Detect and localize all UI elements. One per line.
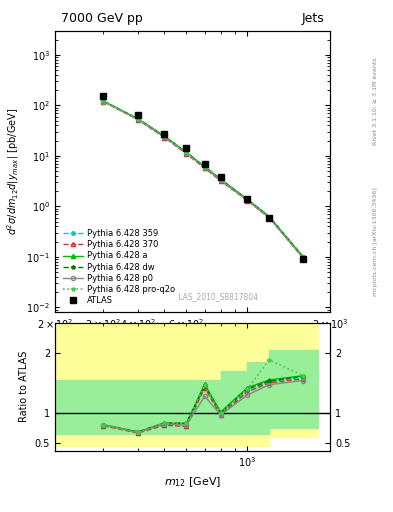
ATLAS: [162, 131, 167, 137]
Text: Jets: Jets: [302, 12, 325, 25]
Pythia 6.428 370: [245, 198, 250, 204]
Pythia 6.428 359: [101, 98, 106, 104]
ATLAS: [202, 161, 207, 167]
Pythia 6.428 359: [267, 214, 272, 220]
Pythia 6.428 pro-q2o: [162, 133, 167, 139]
Pythia 6.428 dw: [245, 196, 250, 202]
Line: Pythia 6.428 dw: Pythia 6.428 dw: [101, 99, 305, 259]
Pythia 6.428 370: [184, 151, 189, 157]
Pythia 6.428 a: [101, 98, 106, 104]
Legend: Pythia 6.428 359, Pythia 6.428 370, Pythia 6.428 a, Pythia 6.428 dw, Pythia 6.42: Pythia 6.428 359, Pythia 6.428 370, Pyth…: [59, 226, 178, 308]
Pythia 6.428 359: [218, 177, 223, 183]
Line: Pythia 6.428 370: Pythia 6.428 370: [101, 100, 305, 261]
Pythia 6.428 370: [101, 99, 106, 105]
Pythia 6.428 pro-q2o: [202, 164, 207, 170]
Pythia 6.428 pro-q2o: [301, 254, 306, 260]
Text: ATLAS_2010_S8817804: ATLAS_2010_S8817804: [170, 292, 259, 301]
Pythia 6.428 dw: [218, 176, 223, 182]
Y-axis label: Ratio to ATLAS: Ratio to ATLAS: [19, 351, 29, 422]
Pythia 6.428 370: [162, 135, 167, 141]
ATLAS: [267, 215, 272, 221]
Pythia 6.428 dw: [267, 214, 272, 220]
Pythia 6.428 dw: [184, 149, 189, 155]
Pythia 6.428 p0: [301, 255, 306, 262]
ATLAS: [184, 145, 189, 152]
Text: Rivet 3.1.10; ≥ 3.1M events: Rivet 3.1.10; ≥ 3.1M events: [373, 57, 378, 145]
ATLAS: [101, 93, 106, 99]
Line: Pythia 6.428 a: Pythia 6.428 a: [101, 99, 305, 259]
Pythia 6.428 370: [218, 178, 223, 184]
Pythia 6.428 a: [301, 254, 306, 260]
Pythia 6.428 370: [267, 215, 272, 221]
ATLAS: [301, 256, 306, 262]
Pythia 6.428 370: [136, 117, 140, 123]
Pythia 6.428 pro-q2o: [218, 176, 223, 182]
Line: ATLAS: ATLAS: [100, 93, 307, 262]
ATLAS: [218, 174, 223, 180]
Pythia 6.428 370: [202, 165, 207, 172]
Text: 7000 GeV pp: 7000 GeV pp: [61, 12, 142, 25]
Pythia 6.428 dw: [162, 133, 167, 139]
Text: mcplots.cern.ch [arXiv:1306.3436]: mcplots.cern.ch [arXiv:1306.3436]: [373, 187, 378, 296]
Pythia 6.428 pro-q2o: [245, 196, 250, 202]
Pythia 6.428 359: [162, 134, 167, 140]
Pythia 6.428 370: [301, 255, 306, 262]
Pythia 6.428 a: [136, 116, 140, 122]
Pythia 6.428 p0: [162, 134, 167, 140]
Pythia 6.428 p0: [136, 116, 140, 122]
X-axis label: $m_{12}$ [GeV]: $m_{12}$ [GeV]: [164, 475, 221, 488]
Pythia 6.428 pro-q2o: [101, 98, 106, 104]
ATLAS: [136, 112, 140, 118]
Pythia 6.428 p0: [184, 150, 189, 156]
Pythia 6.428 p0: [245, 197, 250, 203]
Pythia 6.428 359: [184, 150, 189, 156]
Pythia 6.428 a: [267, 214, 272, 220]
Pythia 6.428 a: [218, 176, 223, 182]
Pythia 6.428 dw: [101, 98, 106, 104]
Pythia 6.428 a: [184, 149, 189, 155]
Pythia 6.428 pro-q2o: [267, 214, 272, 220]
Pythia 6.428 359: [136, 115, 140, 121]
Pythia 6.428 a: [202, 164, 207, 170]
Line: Pythia 6.428 p0: Pythia 6.428 p0: [101, 99, 305, 261]
Pythia 6.428 359: [245, 197, 250, 203]
Line: Pythia 6.428 pro-q2o: Pythia 6.428 pro-q2o: [101, 99, 305, 259]
Pythia 6.428 a: [245, 196, 250, 202]
Pythia 6.428 359: [202, 164, 207, 170]
Pythia 6.428 dw: [301, 254, 306, 260]
Pythia 6.428 p0: [202, 164, 207, 170]
Pythia 6.428 p0: [267, 215, 272, 221]
Pythia 6.428 dw: [202, 164, 207, 170]
Pythia 6.428 p0: [218, 177, 223, 183]
Pythia 6.428 p0: [101, 98, 106, 104]
Pythia 6.428 dw: [136, 116, 140, 122]
ATLAS: [245, 196, 250, 202]
Line: Pythia 6.428 359: Pythia 6.428 359: [102, 100, 305, 259]
Pythia 6.428 pro-q2o: [136, 116, 140, 122]
Pythia 6.428 359: [301, 254, 306, 261]
Y-axis label: $d^2\sigma/dm_{12}d|y_{max}|$ [pb/GeV]: $d^2\sigma/dm_{12}d|y_{max}|$ [pb/GeV]: [5, 108, 21, 235]
Pythia 6.428 a: [162, 133, 167, 139]
Pythia 6.428 pro-q2o: [184, 149, 189, 155]
